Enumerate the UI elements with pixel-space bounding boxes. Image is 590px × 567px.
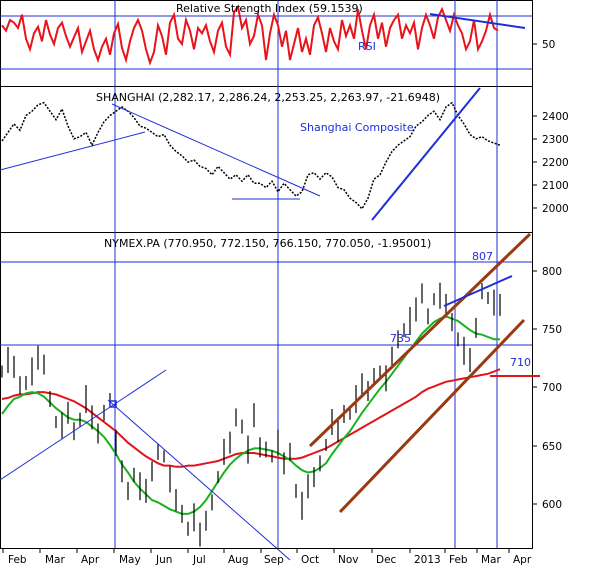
shanghai-series-label: Shanghai Composite (300, 121, 414, 134)
nymex-label-807: 807 (472, 250, 493, 263)
nymex-fan-line-down (107, 399, 291, 561)
nymex-fan-marker (109, 400, 117, 408)
x-tick-nov: Nov (338, 554, 359, 566)
rsi-line (1, 4, 499, 66)
nymex-label-735: 735 (390, 332, 411, 345)
x-tick-feb: Feb (8, 554, 27, 566)
shanghai-down-trendline (111, 103, 321, 197)
shanghai-tick-2300: 2300 (542, 134, 569, 146)
nymex-tick-600: 600 (542, 499, 562, 511)
shanghai-panel: SHANGHAI (2,282.17, 2,286.24, 2,253.25, … (0, 87, 569, 221)
x-tick-dec: Dec (376, 554, 397, 566)
x-tick-2013: 2013 (414, 554, 441, 566)
right-axis-ticks (532, 43, 537, 505)
x-tick-apr-2013: Apr (513, 554, 532, 566)
x-tick-oct: Oct (301, 554, 319, 566)
nymex-tick-650: 650 (542, 441, 562, 453)
nymex-panel: NYMEX.PA (770.950, 772.150, 766.150, 770… (0, 232, 562, 561)
nymex-long-moving-average (1, 368, 501, 468)
shanghai-title: SHANGHAI (2,282.17, 2,286.24, 2,253.25, … (96, 91, 440, 104)
x-tick-apr: Apr (81, 554, 100, 566)
shanghai-tick-2400: 2400 (542, 111, 569, 123)
x-tick-mar: Mar (45, 554, 65, 566)
rsi-series-label: RSI (358, 40, 376, 53)
shanghai-support-trendline (0, 131, 146, 171)
nymex-tick-750: 750 (542, 324, 562, 336)
x-tick-sep: Sep (264, 554, 284, 566)
x-tick-jun: Jun (155, 554, 172, 566)
nymex-title: NYMEX.PA (770.950, 772.150, 766.150, 770… (104, 237, 431, 250)
shanghai-tick-2000: 2000 (542, 203, 569, 215)
shanghai-panel-frame (0, 86, 533, 233)
shanghai-tick-2200: 2200 (542, 157, 569, 169)
shanghai-up-trendline (371, 87, 481, 221)
x-axis: Feb Mar Apr May Jun Jul Aug Sep Oct Nov … (0, 548, 532, 566)
nymex-price-bars (1, 282, 501, 547)
rsi-trendline (429, 13, 526, 29)
nymex-channel-upper (308, 232, 532, 448)
nymex-resistance-trendline (443, 275, 513, 307)
nymex-panel-frame (0, 232, 533, 549)
nymex-short-moving-average (1, 315, 500, 515)
rsi-title: Relative Strength Index (59.1539) (176, 2, 363, 15)
shanghai-price-line (1, 101, 501, 211)
shanghai-tick-2100: 2100 (542, 180, 569, 192)
nymex-tick-700: 700 (542, 382, 562, 394)
nymex-tick-800: 800 (542, 266, 562, 278)
nymex-fan-line-up (0, 369, 167, 481)
x-tick-mar-2013: Mar (481, 554, 501, 566)
nymex-channel-lower (338, 318, 526, 514)
panel-frames (0, 0, 533, 549)
nymex-label-710: 710 (510, 356, 531, 369)
x-tick-jul: Jul (192, 554, 206, 566)
vertical-event-lines (114, 0, 498, 548)
x-tick-aug: Aug (228, 554, 249, 566)
rsi-tick-50: 50 (542, 39, 555, 51)
x-tick-feb-2013: Feb (449, 554, 468, 566)
x-tick-may: May (119, 554, 141, 566)
rsi-panel: Relative Strength Index (59.1539) RSI 50 (0, 2, 555, 70)
